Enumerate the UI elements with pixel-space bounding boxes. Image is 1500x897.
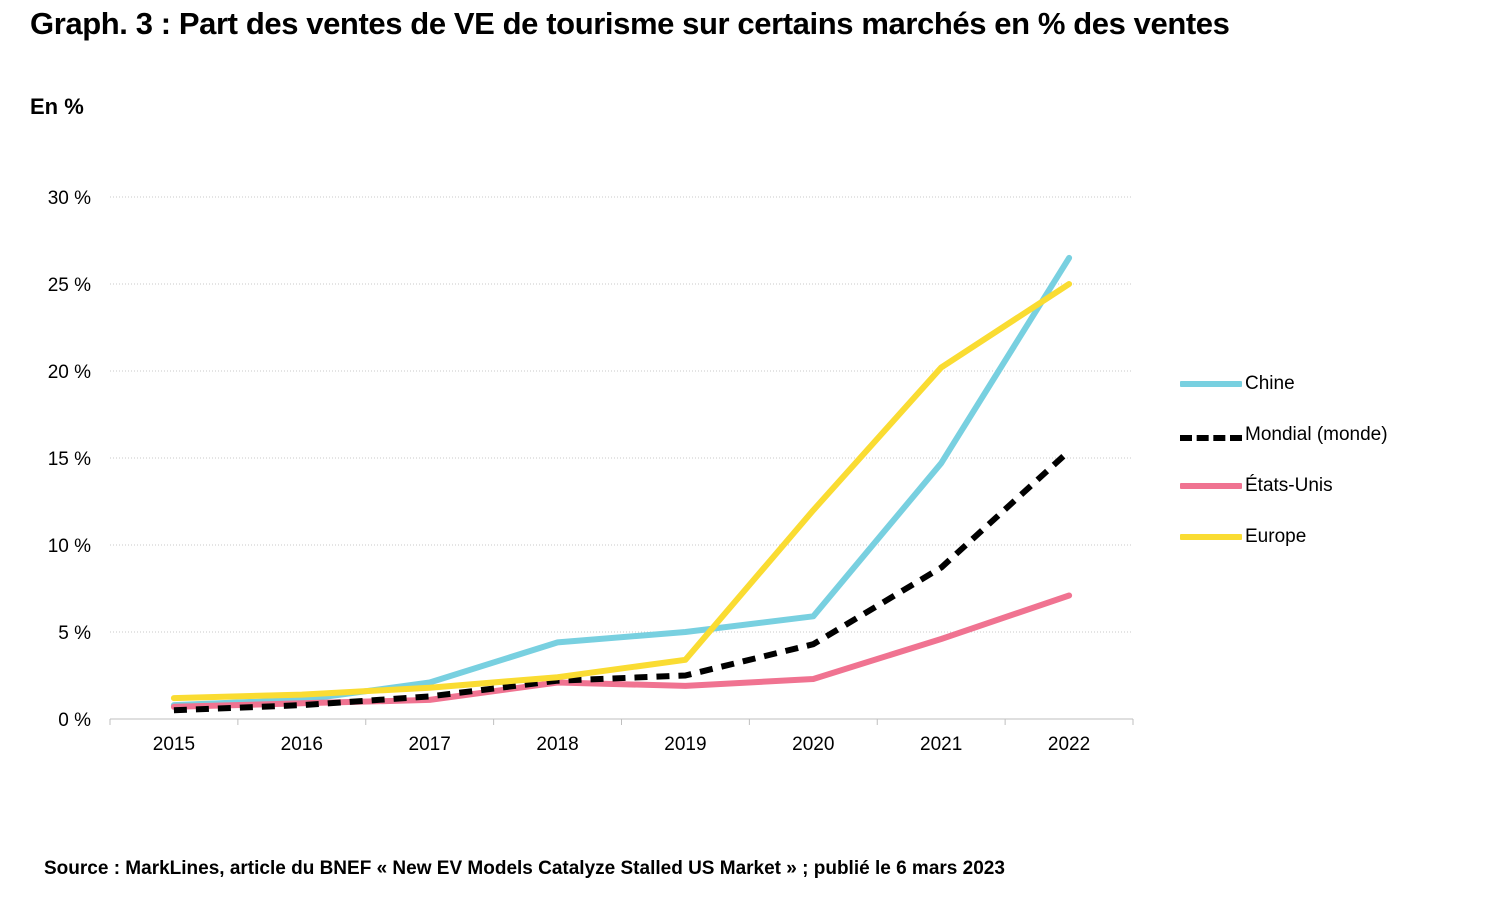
y-tick-label: 20 % <box>48 362 91 383</box>
legend-item: Chine <box>1180 370 1388 421</box>
legend-swatch <box>1180 381 1242 387</box>
series-lines <box>170 254 1073 714</box>
legend-label: Mondial (monde) <box>1245 424 1388 445</box>
legend-item: Europe <box>1180 523 1388 574</box>
legend-item: États-Unis <box>1180 472 1388 523</box>
y-tick-label: 5 % <box>58 623 91 644</box>
x-tick-label: 2019 <box>664 734 706 755</box>
legend-label: Europe <box>1245 526 1307 547</box>
x-tick-label: 2015 <box>153 734 195 755</box>
x-tick-label: 2021 <box>920 734 962 755</box>
y-tick-label: 15 % <box>48 449 91 470</box>
y-tick-label: 25 % <box>48 275 91 296</box>
source-note: Source : MarkLines, article du BNEF « Ne… <box>44 858 1005 879</box>
legend-item: Mondial (monde) <box>1180 421 1388 472</box>
x-axis-tick-labels: 2015 2016 2017 2018 2019 2020 2021 2022 <box>153 734 1090 755</box>
y-tick-label: 10 % <box>48 536 91 557</box>
x-tick-label: 2016 <box>281 734 323 755</box>
y-unit-label: En % <box>30 94 84 119</box>
legend-swatch <box>1180 483 1242 489</box>
x-tick-label: 2018 <box>536 734 578 755</box>
y-axis-tick-labels: 0 % 5 % 10 % 15 % 20 % 25 % 30 % <box>48 188 91 731</box>
gridlines <box>110 196 1133 633</box>
series-line-1 <box>170 254 1073 709</box>
legend-swatch <box>1180 435 1242 441</box>
chart-title: Graph. 3 : Part des ventes de VE de tour… <box>30 6 1230 41</box>
x-tick-label: 2017 <box>409 734 451 755</box>
series-line-2 <box>173 448 1072 714</box>
x-tick-label: 2022 <box>1048 734 1090 755</box>
series-line-3 <box>170 592 1073 710</box>
legend-label: États-Unis <box>1245 475 1333 496</box>
y-tick-label: 30 % <box>48 188 91 209</box>
x-axis <box>109 718 1134 725</box>
legend-swatch <box>1180 534 1242 540</box>
series-line-4 <box>170 281 1073 702</box>
x-tick-label: 2020 <box>792 734 834 755</box>
y-tick-label: 0 % <box>58 710 91 731</box>
legend: Chine Mondial (monde) États-Unis Europe <box>1180 370 1388 574</box>
legend-label: Chine <box>1245 373 1295 394</box>
